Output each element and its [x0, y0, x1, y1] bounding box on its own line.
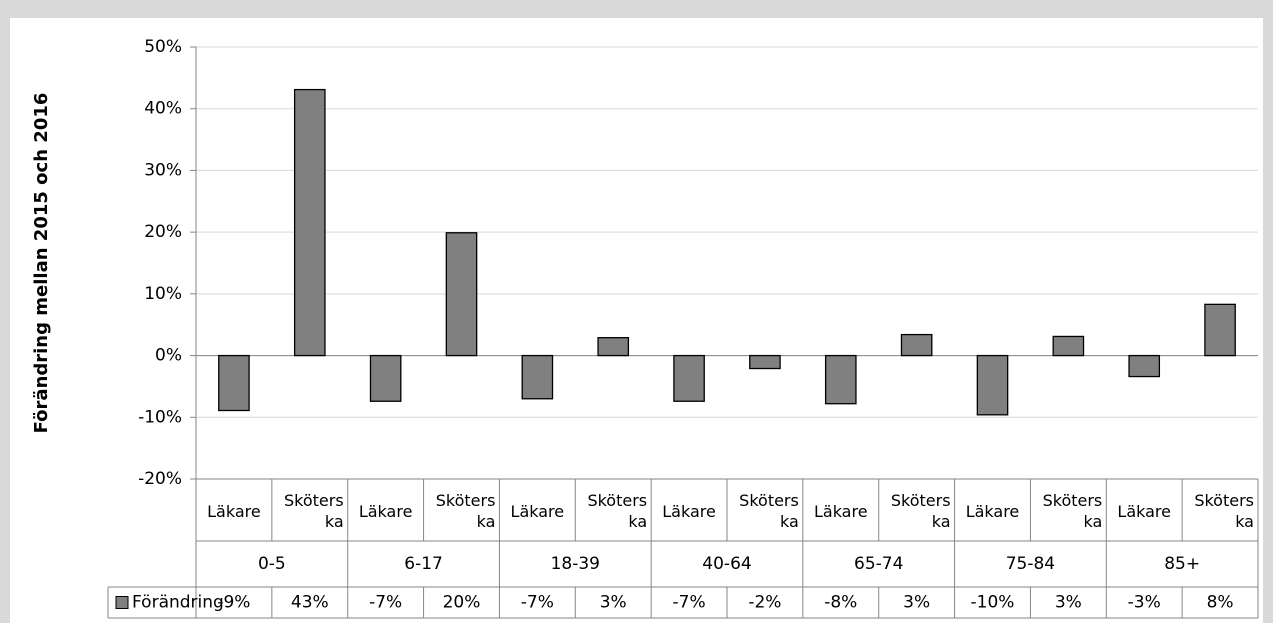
data-table-value: -3%	[1128, 593, 1161, 613]
x-tick-label: Läkare	[358, 501, 413, 521]
data-table-value: -7%	[369, 593, 402, 613]
data-table-value: 3%	[1055, 593, 1082, 613]
data-table-value: 43%	[291, 593, 329, 613]
y-tick-label: -20%	[138, 469, 182, 489]
y-tick-label: -10%	[138, 407, 182, 427]
bar	[749, 354, 781, 370]
x-tick-label: Sköterska	[1194, 491, 1254, 531]
x-tick-label: Läkare	[510, 501, 565, 521]
bar	[369, 354, 402, 402]
group-label: 0-5	[258, 554, 286, 574]
data-table-value: -2%	[748, 593, 781, 613]
bar	[1128, 354, 1161, 378]
y-axis-label: Förändring mellan 2015 och 2016	[31, 93, 52, 434]
data-table-value: -9%	[217, 593, 250, 613]
legend-swatch	[115, 596, 129, 609]
x-tick-label: Läkare	[1117, 501, 1171, 521]
bar	[293, 88, 326, 357]
bar	[824, 354, 857, 405]
x-tick-label: Sköterska	[1042, 491, 1103, 531]
x-tick-label: Läkare	[207, 501, 261, 521]
data-table-value: 3%	[903, 593, 930, 613]
x-tick-label: Läkare	[813, 501, 868, 521]
data-table-value: -8%	[824, 593, 857, 613]
group-label: 6-17	[404, 554, 443, 574]
x-tick-label: Sköterska	[739, 491, 799, 531]
y-tick-label: 40%	[144, 99, 182, 119]
bar	[900, 333, 933, 357]
bar	[1204, 303, 1236, 357]
bar	[521, 354, 554, 400]
data-table-value: -7%	[521, 593, 554, 613]
y-tick-label: 50%	[144, 37, 182, 57]
x-tick-label: Sköterska	[284, 491, 344, 531]
y-tick-label: 0%	[155, 346, 182, 366]
bar	[445, 232, 478, 357]
data-table-value: 8%	[1207, 593, 1234, 613]
data-table-value: 3%	[600, 593, 627, 613]
bar	[976, 354, 1009, 416]
bar	[218, 354, 250, 412]
bar	[597, 337, 630, 357]
y-tick-label: 30%	[144, 160, 182, 180]
y-tick-label: 20%	[144, 222, 182, 242]
x-tick-label: Sköterska	[587, 491, 648, 531]
group-label: 85+	[1164, 554, 1200, 574]
x-tick-label: Läkare	[662, 501, 716, 521]
group-label: 18-39	[551, 554, 600, 574]
data-table-value: -7%	[673, 593, 706, 613]
data-table-value: -10%	[971, 593, 1015, 613]
x-tick-label: Läkare	[965, 501, 1020, 521]
group-label: 75-84	[1006, 554, 1055, 574]
legend-label: Förändring	[132, 593, 224, 613]
bar	[673, 354, 705, 402]
bar	[1052, 335, 1085, 357]
data-table-value: 20%	[443, 593, 481, 613]
x-tick-label: Sköterska	[435, 491, 496, 531]
group-label: 40-64	[702, 554, 751, 574]
y-tick-label: 10%	[144, 284, 182, 304]
group-label: 65-74	[854, 554, 903, 574]
chart-area	[10, 18, 1263, 623]
x-tick-label: Sköterska	[890, 491, 951, 531]
